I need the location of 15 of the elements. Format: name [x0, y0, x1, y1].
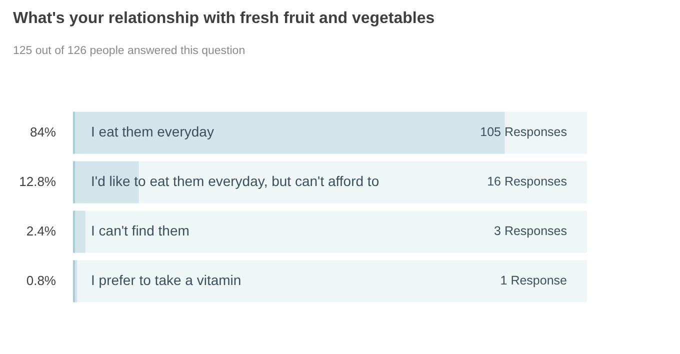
y-tick-label: I'd like to eat them everyday, but can't afford to — [91, 173, 380, 190]
data-label: 2.4% — [26, 223, 56, 238]
chart-subtitle: 125 out of 126 people answered this question — [13, 45, 246, 57]
data-label: 84% — [30, 124, 56, 140]
y-tick-label: I eat them everyday — [91, 124, 214, 140]
y-tick-label: I can't find them — [91, 222, 190, 239]
data-label: 12.8% — [19, 174, 56, 189]
chart-title: What's your relationship with fresh fruit and vegetables — [13, 10, 435, 28]
y-tick-label: I prefer to take a vitamin — [91, 272, 242, 288]
annotation: 3 Responses — [494, 224, 567, 238]
annotation: 16 Responses — [487, 174, 567, 189]
data-label: 0.8% — [26, 272, 56, 288]
annotation: 1 Response — [500, 274, 568, 288]
annotation: 105 Responses — [480, 125, 567, 140]
bar — [73, 210, 86, 253]
